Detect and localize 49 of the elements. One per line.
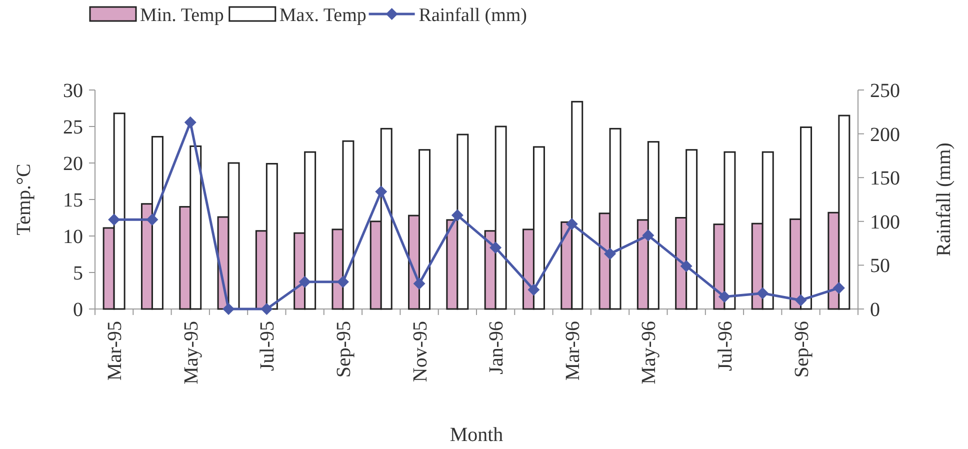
x-tick-label: Sep-95	[332, 321, 355, 378]
y2-tick-label: 100	[870, 211, 900, 234]
point	[451, 209, 464, 222]
x-tick-label: Mar-95	[104, 321, 126, 381]
point	[108, 214, 120, 226]
x-tick-label: Jul-95	[256, 321, 279, 371]
y-axis-title: Temp.°C	[13, 164, 35, 236]
point	[375, 186, 388, 198]
point	[566, 218, 578, 230]
x-tick-label: May-96	[638, 321, 660, 384]
y-tick-label: 15	[63, 190, 83, 212]
x-tick-label: Nov-95	[409, 321, 432, 382]
y-tick-label: 20	[63, 153, 83, 175]
point	[336, 276, 349, 288]
x-tick-label: May-95	[180, 321, 202, 384]
point	[146, 214, 158, 226]
x-tick-label: Jul-96	[714, 321, 736, 371]
point	[413, 278, 426, 290]
y-tick-label: 10	[63, 226, 83, 248]
y-tick-label: 30	[63, 80, 83, 102]
y2-tick-label: 150	[870, 168, 900, 190]
point	[756, 287, 769, 300]
legend-label: Max. Temp	[279, 5, 366, 26]
point	[718, 290, 730, 303]
y2-tick-label: 50	[870, 255, 890, 278]
y-tick-label: 25	[63, 116, 83, 138]
y2-axis-title: Rainfall (mm)	[933, 142, 955, 256]
legend-label: Min. Temp	[140, 5, 224, 26]
y2-tick-label: 250	[870, 80, 900, 102]
point	[298, 276, 311, 288]
y-tick-label: 5	[73, 262, 83, 284]
x-axis-title: Month	[450, 424, 504, 446]
point	[490, 242, 502, 254]
legend-label: Rainfall (mm)	[418, 5, 527, 26]
x-tick-label: Jan-96	[486, 321, 508, 374]
point	[832, 282, 845, 294]
point	[604, 248, 616, 260]
x-tick-label: Mar-96	[562, 321, 584, 381]
y2-tick-label: 0	[870, 299, 880, 321]
x-tick-label: Sep-96	[790, 321, 813, 378]
point	[794, 294, 807, 306]
y2-tick-label: 200	[870, 124, 900, 146]
point	[528, 284, 540, 296]
point	[222, 303, 235, 315]
y-tick-label: 0	[73, 299, 83, 321]
point	[260, 303, 273, 315]
point	[680, 260, 692, 272]
point	[642, 229, 654, 242]
point	[184, 116, 196, 128]
